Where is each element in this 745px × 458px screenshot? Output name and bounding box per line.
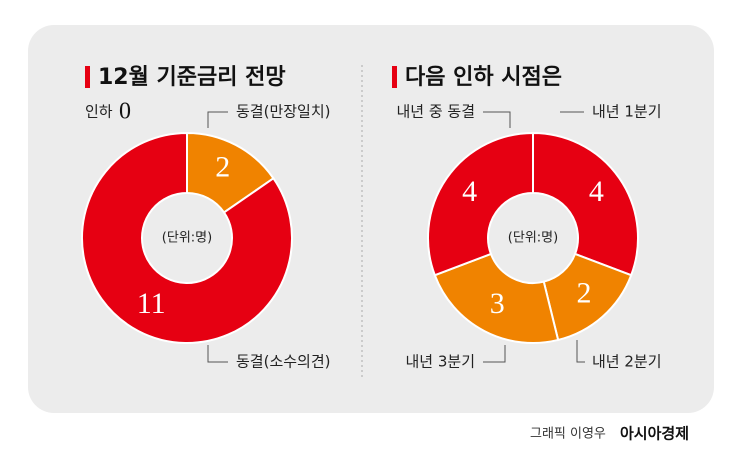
donut-segment xyxy=(433,252,560,344)
value-label: 2 xyxy=(215,151,230,184)
leader-line xyxy=(576,340,585,363)
value-label: 3 xyxy=(490,287,505,320)
leader-line xyxy=(483,111,511,128)
title-marker xyxy=(392,66,397,88)
donut-segment xyxy=(532,131,639,277)
segment-label: 인하 xyxy=(85,103,113,121)
value-label: 11 xyxy=(137,287,166,320)
segment-label: 내년 1분기 xyxy=(592,103,662,121)
credit: 그래픽 이영우 xyxy=(530,427,606,442)
center-label: (단위:명) xyxy=(162,231,212,246)
segment-label: 내년 3분기 xyxy=(405,353,475,371)
leader-line xyxy=(207,111,228,128)
donut-segment xyxy=(427,131,534,277)
center-label: (단위:명) xyxy=(508,231,558,246)
value-label: 2 xyxy=(577,277,592,310)
donut-segment xyxy=(81,131,293,344)
value-label: 0 xyxy=(119,99,131,125)
value-label: 4 xyxy=(462,175,477,208)
segment-label: 내년 2분기 xyxy=(592,353,662,371)
title-marker xyxy=(85,66,90,88)
brand: 아시아경제 xyxy=(620,425,689,443)
chart-title: 12월 기준금리 전망 xyxy=(98,65,286,90)
segment-label: 동결(소수의견) xyxy=(236,353,331,371)
segment-label: 내년 중 동결 xyxy=(396,103,475,121)
value-label: 4 xyxy=(589,175,604,208)
leader-line xyxy=(207,345,228,363)
leader-line xyxy=(483,345,506,363)
segment-label: 동결(만장일치) xyxy=(236,103,331,121)
chart-title: 다음 인하 시점은 xyxy=(405,65,562,90)
